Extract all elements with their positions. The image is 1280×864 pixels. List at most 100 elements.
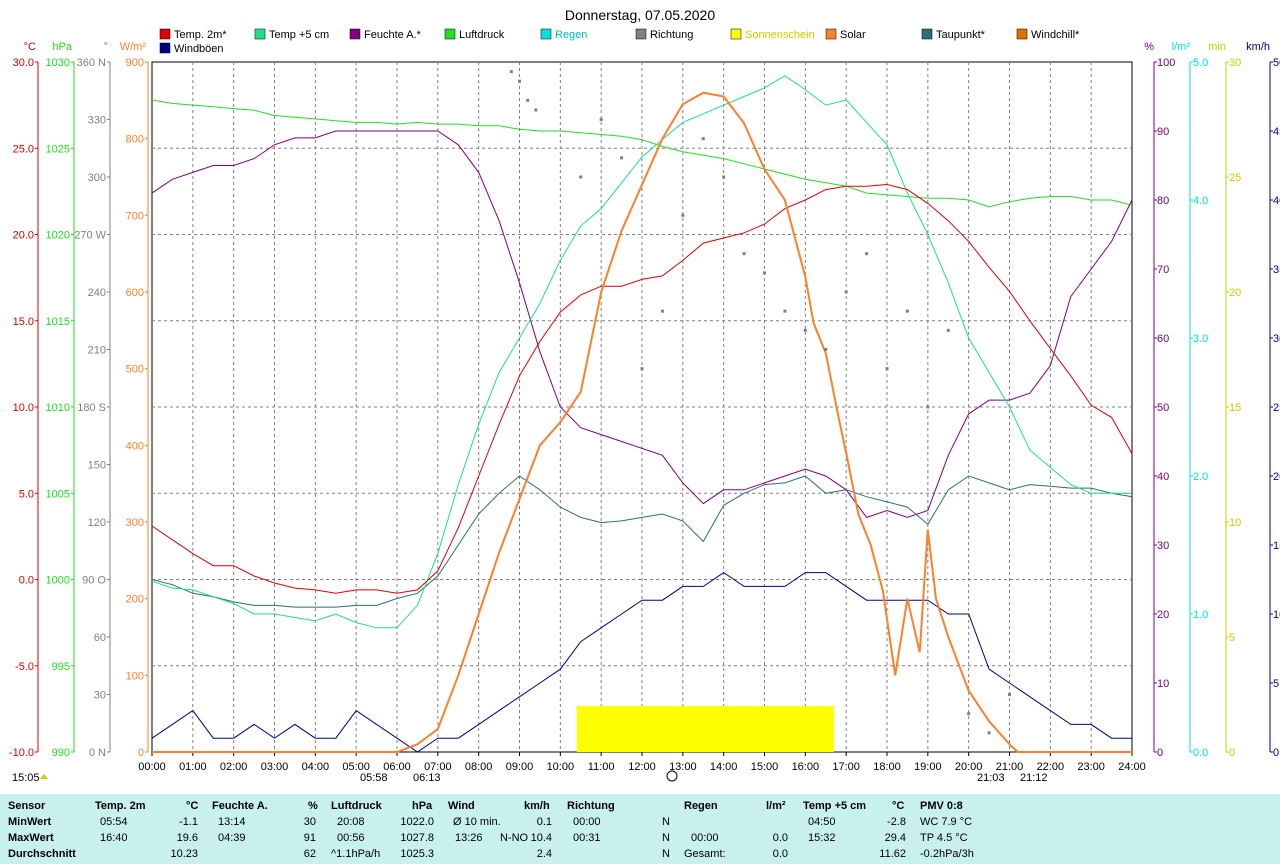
legend-swatch — [635, 28, 647, 40]
direction-point — [640, 367, 644, 371]
direction-point — [844, 290, 848, 294]
rain-max-time: 00:00 — [691, 832, 719, 844]
stats-panel: Sensor MinWert MaxWert Durchschnitt Temp… — [0, 794, 1280, 864]
stats-max-label: MaxWert — [8, 832, 54, 844]
pressure-max: 1027.8 — [400, 832, 434, 844]
axis-tick-label-right: 15 — [1229, 402, 1241, 414]
series-layer — [151, 70, 1133, 753]
axis-tick-label-right: 20.0 — [1273, 471, 1280, 483]
axis-tick-label-left: -5.0 — [15, 661, 34, 673]
legend-label: Windböen — [174, 43, 224, 55]
axis-tick-label-left: 990 — [52, 747, 70, 759]
stats-min-label: MinWert — [8, 816, 52, 828]
pmv-header: PMV 0:8 — [920, 800, 963, 812]
direction-point — [534, 108, 538, 112]
temp5-min: -2.8 — [887, 816, 906, 828]
axis-tick-label-right: 40.0 — [1273, 195, 1280, 207]
axis-tick-label-left: 330 — [88, 115, 106, 127]
axis-tick-label-right: 70 — [1157, 264, 1169, 276]
axis-tick-label-left: 1025 — [46, 143, 70, 155]
rain-total: 0.0 — [772, 848, 788, 860]
wind-min-label: Ø 10 min. — [453, 816, 501, 828]
direction-point — [905, 309, 909, 313]
legend-swatch — [730, 28, 742, 40]
axis-tick-label-right: 1.0 — [1193, 609, 1208, 621]
sunset-right-mark: 21:12 — [1020, 772, 1048, 784]
x-tick-label: 02:00 — [220, 761, 248, 773]
axis-unit-left: hPa — [52, 41, 72, 53]
wind-max-time: 13:26 — [455, 832, 483, 844]
axis-tick-label-left: 90 O — [82, 575, 106, 587]
direction-point — [722, 175, 726, 179]
x-tick-label: 10:00 — [547, 761, 575, 773]
axis-tick-label-right: 20 — [1229, 287, 1241, 299]
pressure-header: Luftdruck — [331, 800, 382, 812]
x-tick-label: 22:00 — [1037, 761, 1065, 773]
humidity-unit: % — [308, 800, 318, 812]
axis-tick-label-left: 210 — [88, 345, 106, 357]
direction-point — [885, 367, 889, 371]
axis-tick-label-right: 10.0 — [1273, 609, 1280, 621]
direction-min-time: 00:00 — [573, 816, 601, 828]
x-tick-label: 18:00 — [873, 761, 901, 773]
x-tick-label: 15:00 — [751, 761, 779, 773]
axis-tick-label-left: 1010 — [46, 402, 70, 414]
rain-total-label: Gesamt: — [684, 848, 726, 860]
axis-tick-label-left: 1005 — [46, 488, 70, 500]
legend-swatch — [444, 28, 456, 40]
legend-label: Richtung — [650, 29, 693, 41]
direction-point — [1008, 693, 1011, 696]
x-tick-label: 20:00 — [955, 761, 983, 773]
x-tick-label: 11:00 — [588, 761, 615, 773]
wind-min: 0.1 — [536, 816, 552, 828]
axis-tick-label-right: 3.0 — [1193, 333, 1208, 345]
legend-label: Solar — [840, 29, 866, 41]
series-line-taupunkt — [151, 475, 1133, 608]
direction-point — [803, 328, 807, 332]
x-tick-label: 14:00 — [710, 761, 738, 773]
direction-min: N — [662, 816, 670, 828]
temp2m-max: 19.6 — [176, 832, 198, 844]
direction-point — [865, 252, 869, 256]
wind-unit: km/h — [524, 800, 550, 812]
axes: °C 30.0 25.0 20.0 15.0 10.0 5.0 0.0 -5.0 -10.0 hPa… — [9, 41, 1280, 773]
temp2m-min: -1.1 — [179, 816, 198, 828]
axis-unit-right: km/h — [1246, 41, 1270, 53]
legend-label: Feuchte A.* — [364, 29, 422, 41]
axis-tick-label-right: 0.0 — [1193, 747, 1208, 759]
direction-point — [681, 213, 685, 217]
temp5-max: 29.4 — [884, 832, 906, 844]
axis-tick-label-left: 1000 — [46, 575, 70, 587]
axis-tick-label-right: 20 — [1157, 609, 1169, 621]
axis-tick-label-left: 5.0 — [19, 488, 34, 500]
x-tick-label: 24:00 — [1118, 761, 1146, 773]
direction-point — [701, 137, 705, 141]
direction-max: N — [662, 832, 670, 844]
x-tick-label: 23:00 — [1077, 761, 1105, 773]
x-tick-label: 00:00 — [138, 761, 166, 773]
legend-swatch — [921, 28, 933, 40]
series-line-windb-en — [151, 571, 1132, 753]
noon-circle-icon — [666, 770, 678, 782]
axis-tick-label-left: 1030 — [46, 57, 70, 69]
axis-tick-label-right: 15.0 — [1273, 540, 1280, 552]
axis-tick-label-left: 0.0 — [19, 575, 34, 587]
rain-header: Regen — [684, 800, 718, 812]
axis-unit-left: ° — [104, 41, 108, 53]
legend-label: Temp. 2m* — [174, 29, 227, 41]
axis-tick-label-left: 360 N — [77, 57, 106, 69]
pressure-min-time: 20:08 — [337, 816, 365, 828]
pressure-avg: 1025.3 — [400, 848, 434, 860]
axis-tick-label-right: 10 — [1229, 517, 1241, 529]
axis-tick-label-right: 0.0 — [1273, 747, 1280, 759]
legend-label: Taupunkt* — [936, 29, 986, 41]
direction-point — [526, 98, 530, 102]
axis-tick-label-right: 30.0 — [1273, 333, 1280, 345]
direction-point — [599, 118, 603, 121]
axis-tick-label-left: 180 S — [77, 402, 106, 414]
axis-tick-label-left: 0 — [138, 747, 144, 759]
humidity-min-time: 13:14 — [218, 816, 246, 828]
direction-point — [987, 731, 991, 735]
axis-tick-label-left: 1020 — [46, 230, 70, 242]
